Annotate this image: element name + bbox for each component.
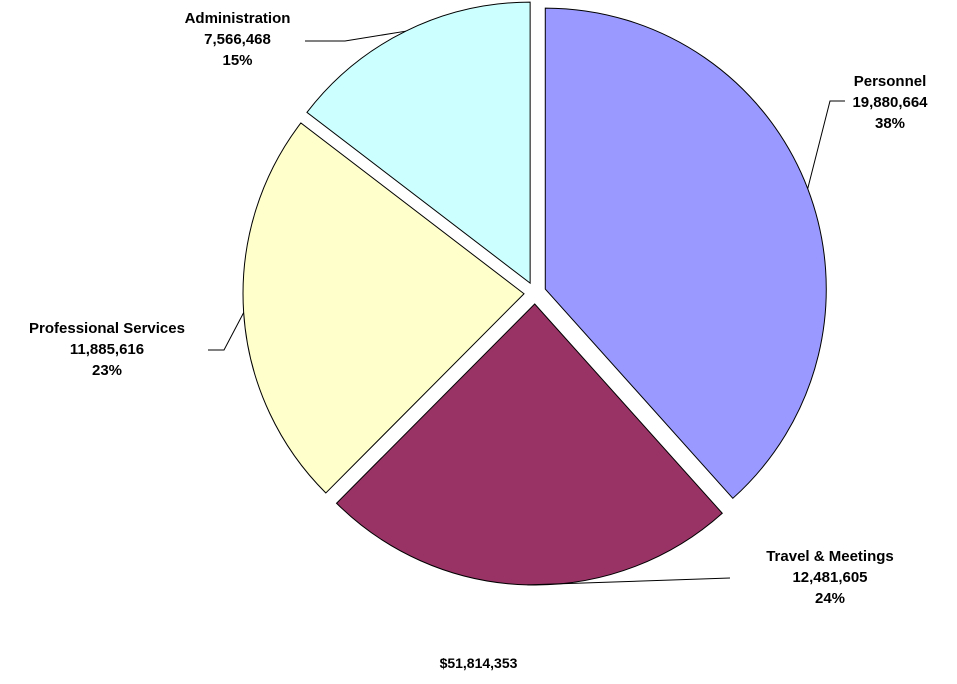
label-personnel-value: 19,880,664: [852, 94, 928, 111]
leader-travel-meetings: [527, 577, 731, 586]
label-travel-meetings-percent: 24%: [814, 590, 846, 607]
leader-professional-services: [208, 312, 245, 351]
label-personnel-percent: 38%: [874, 115, 906, 132]
slice-administration: [306, 1, 531, 285]
label-professional-services-percent: 23%: [91, 362, 123, 379]
label-travel-meetings: Travel & Meetings 12,481,605 24%: [730, 546, 930, 609]
slice-personnel: [544, 7, 827, 500]
label-personnel-name: Personnel: [853, 73, 927, 90]
leader-personnel: [807, 100, 845, 189]
label-professional-services: Professional Services 11,885,616 23%: [2, 318, 212, 381]
leader-administration: [305, 30, 406, 42]
label-administration-percent: 15%: [222, 52, 253, 69]
label-administration-name: Administration: [184, 10, 291, 27]
label-professional-services-value: 11,885,616: [69, 341, 145, 358]
label-administration: Administration 7,566,468 15%: [160, 8, 315, 71]
label-travel-meetings-name: Travel & Meetings: [766, 548, 894, 565]
label-administration-value: 7,566,468: [204, 31, 271, 48]
slice-professional-services: [242, 122, 525, 494]
label-professional-services-name: Professional Services: [29, 320, 185, 337]
total-amount: $51,814,353: [439, 655, 518, 671]
label-travel-meetings-value: 12,481,605: [792, 569, 868, 586]
label-personnel: Personnel 19,880,664 38%: [822, 71, 957, 134]
